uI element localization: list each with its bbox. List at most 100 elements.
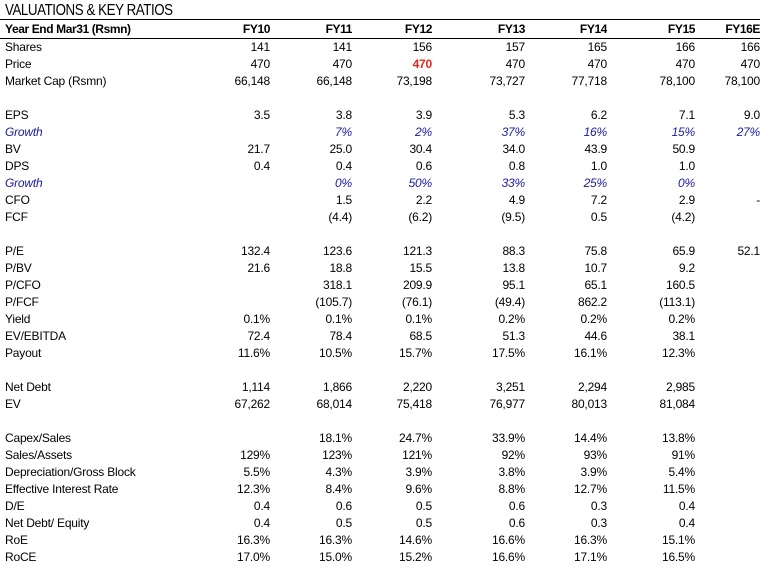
table-cell: 68,014 <box>316 397 352 411</box>
table-cell: 75,418 <box>396 397 432 411</box>
table-cell: 18.1% <box>318 431 352 445</box>
row-label: Effective Interest Rate <box>5 482 119 496</box>
table-cell <box>695 158 760 175</box>
table-cell: 1.5 <box>335 193 352 207</box>
table-cell: 27% <box>736 125 760 139</box>
table-cell: 3.8 <box>335 108 352 122</box>
table-row: CFO 1.5 2.2 4.9 7.2 2.9 - <box>0 192 760 209</box>
table-cell: 75.8 <box>584 244 607 258</box>
table-cell: 15.2% <box>398 550 432 564</box>
table-cell: 76,977 <box>489 397 525 411</box>
table-cell: 37% <box>501 125 525 139</box>
table-cell: 0.1% <box>243 312 270 326</box>
table-row: P/E 132.4 123.6 121.3 88.3 75.8 65.9 52.1 <box>0 243 760 260</box>
row-label: P/BV <box>5 261 32 275</box>
table-cell <box>695 515 760 532</box>
table-cell: 0.2% <box>580 312 607 326</box>
table-row: BV 21.7 25.0 30.4 34.0 43.9 50.9 <box>0 141 760 158</box>
table-cell: 33% <box>501 176 525 190</box>
table-cell <box>695 260 760 277</box>
table-cell: 129% <box>240 448 270 462</box>
table-cell: 0.6 <box>508 499 525 513</box>
table-cell: 91% <box>671 448 695 462</box>
table-cell: 3.9% <box>405 465 432 479</box>
table-cell: 73,727 <box>489 74 525 88</box>
table-cell: 470 <box>412 57 432 71</box>
table-cell: 18.8 <box>329 261 352 275</box>
table-cell: 318.1 <box>322 278 352 292</box>
table-cell: 9.2 <box>678 261 695 275</box>
table-cell: 0.6 <box>508 516 525 530</box>
table-cell: 25% <box>583 176 607 190</box>
table-cell: 11.5% <box>662 482 695 496</box>
table-cell: 9.0 <box>743 108 760 122</box>
table-cell: (4.4) <box>328 210 352 224</box>
table-cell: 77,718 <box>571 74 607 88</box>
table-cell <box>695 379 760 396</box>
table-cell: 0.5 <box>590 210 607 224</box>
row-label: P/E <box>5 244 24 258</box>
table-cell: 12.3% <box>236 482 270 496</box>
table-cell: 78,100 <box>724 74 760 88</box>
table-cell: 17.0% <box>236 550 270 564</box>
table-cell: 24.7% <box>398 431 432 445</box>
table-cell: 15.1% <box>661 533 695 547</box>
table-cell: (9.5) <box>501 210 525 224</box>
table-cell <box>200 430 272 447</box>
table-cell: 165 <box>587 40 607 54</box>
table-row: EV 67,262 68,014 75,418 76,977 80,013 81,084 <box>0 396 760 413</box>
table-cell <box>200 124 272 141</box>
table-cell: 5.5% <box>243 465 270 479</box>
table-cell: 95.1 <box>502 278 525 292</box>
table-cell: 12.7% <box>573 482 607 496</box>
spacer-cell <box>0 362 760 379</box>
table-cell: 0.6 <box>335 499 352 513</box>
ratios-table: Year End Mar31 (Rsmn) FY10 FY11 FY12 FY1… <box>0 20 760 566</box>
table-cell: 1.0 <box>590 159 607 173</box>
table-cell <box>695 277 760 294</box>
row-label: RoE <box>5 533 28 547</box>
table-cell: 34.0 <box>502 142 525 156</box>
table-cell <box>200 277 272 294</box>
table-cell: 470 <box>505 57 525 71</box>
table-cell: 7% <box>335 125 352 139</box>
row-label: Price <box>5 57 32 71</box>
spacer-cell <box>0 90 760 107</box>
row-label: RoCE <box>5 550 37 564</box>
table-cell: (6.2) <box>408 210 432 224</box>
table-row: FCF (4.4) (6.2) (9.5) 0.5 (4.2) <box>0 209 760 226</box>
table-cell <box>695 311 760 328</box>
table-cell: 166 <box>675 40 695 54</box>
table-cell: 0.2% <box>498 312 525 326</box>
table-cell: 92% <box>501 448 525 462</box>
table-cell <box>695 141 760 158</box>
table-cell: 14.4% <box>573 431 607 445</box>
table-cell <box>695 464 760 481</box>
table-cell: 0.4 <box>678 499 695 513</box>
table-cell: 65.1 <box>584 278 607 292</box>
table-cell: 13.8 <box>502 261 525 275</box>
column-header: FY16E <box>695 20 760 39</box>
table-cell: 0.4 <box>253 516 270 530</box>
table-row: Payout 11.6% 10.5% 15.7% 17.5% 16.1% 12.3% <box>0 345 760 362</box>
table-cell: 78.4 <box>329 329 352 343</box>
table-cell: (105.7) <box>315 295 352 309</box>
column-header: FY15 <box>607 20 695 39</box>
table-cell: 0.2% <box>668 312 695 326</box>
column-header: FY10 <box>200 20 272 39</box>
table-cell <box>695 328 760 345</box>
table-row: P/FCF (105.7) (76.1) (49.4) 862.2 (113.1) <box>0 294 760 311</box>
row-label: EPS <box>5 108 29 122</box>
table-cell <box>695 430 760 447</box>
table-cell: 8.4% <box>325 482 352 496</box>
table-row: EV/EBITDA 72.4 78.4 68.5 51.3 44.6 38.1 <box>0 328 760 345</box>
table-cell: 4.3% <box>325 465 352 479</box>
table-cell: 93% <box>583 448 607 462</box>
table-cell: 3.5 <box>253 108 270 122</box>
table-cell: 25.0 <box>329 142 352 156</box>
table-cell: (4.2) <box>671 210 695 224</box>
table-row: RoCE 17.0% 15.0% 15.2% 16.6% 17.1% 16.5% <box>0 549 760 566</box>
table-body: Year End Mar31 (Rsmn) FY10 FY11 FY12 FY1… <box>0 20 760 566</box>
table-cell: 3.8% <box>498 465 525 479</box>
table-cell: 72.4 <box>247 329 270 343</box>
